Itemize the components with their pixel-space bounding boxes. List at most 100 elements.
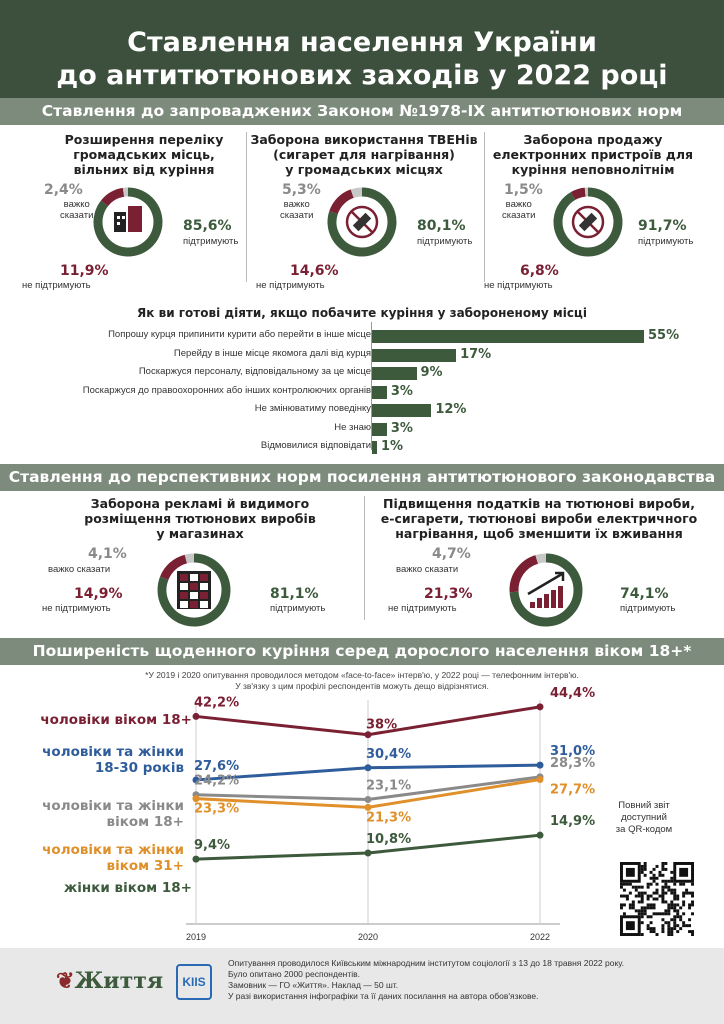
footer-note: Опитування проводилося Київським міжнаро… [228, 958, 698, 1002]
series-point [536, 703, 544, 711]
footer-line1: Опитування проводилося Київським міжнаро… [228, 958, 625, 968]
point-label: 23,1% [366, 779, 411, 794]
series-point [364, 849, 372, 857]
donut-top-2-unsure-slice [350, 187, 363, 198]
series-label-men: чоловіки віком 18+ [40, 712, 192, 728]
bar-value-label: 3% [390, 383, 413, 399]
series-point [364, 731, 372, 739]
bar-label: Поскаржуся персоналу, відповідальному за… [138, 366, 371, 377]
bar-chart-title: Як ви готові діяти, якщо побачите курінн… [137, 306, 587, 320]
bar-value-label: 55% [648, 328, 680, 343]
section1-title: Ставлення до запроваджених Законом №1978… [0, 98, 724, 125]
point-label: 14,9% [550, 814, 595, 829]
series-all-l2: віком 18+ [106, 814, 184, 830]
donut4-oppose-value: 14,9% [74, 586, 123, 602]
donut4-support-label: підтримують [270, 603, 326, 614]
bar-value-label: 12% [435, 402, 467, 417]
title-line1: Ставлення населення України [127, 27, 597, 58]
donut2-unsure-l1: важко [283, 199, 310, 210]
section2-title: Ставлення до перспективних норм посиленн… [0, 464, 724, 491]
bar-label: Поскаржуся до правоохоронних або інших к… [82, 384, 371, 396]
donut2-unsure-l2: сказати [280, 210, 314, 221]
donut2-support-value: 80,1% [417, 218, 466, 234]
donut-top-1-oppose-slice [100, 187, 125, 207]
donut2-title-l2: (сигарет для нагрівання) [273, 147, 455, 162]
donut-mid-2-oppose-slice [509, 555, 539, 593]
point-label: 28,3% [550, 756, 595, 771]
point-label: 10,8% [366, 832, 411, 847]
donut-mid-2-support-slice [509, 553, 583, 627]
point-label: 38% [366, 718, 397, 733]
zhyttia-logo: ❦Життя [56, 968, 164, 994]
donut-mid-1 [157, 553, 231, 627]
growth-chart-icon [527, 571, 565, 608]
donut5-unsure-value: 4,7% [432, 546, 471, 562]
series-point [536, 831, 544, 839]
donut-mid-1-unsure-slice [184, 553, 195, 564]
donut3-unsure-value: 1,5% [504, 182, 543, 198]
donut3-oppose-value: 6,8% [520, 263, 559, 279]
bar [372, 330, 644, 343]
bar-label: Не знаю [334, 421, 371, 433]
bar [372, 404, 432, 417]
donut1-unsure-l1: важко [63, 199, 90, 210]
donut3-title-l3: куріння неповнолітнім [511, 162, 675, 177]
donut-top-2 [327, 187, 397, 257]
series-all-l1: чоловіки та жінки [42, 798, 184, 814]
donut-top-3 [553, 187, 623, 257]
donut1-title-l2: громадських місць, [73, 147, 215, 162]
page-title: Ставлення населення України до антитютюн… [0, 0, 724, 98]
donut3-title-l2: електронних пристроїв для [492, 147, 694, 162]
bar-value-label: 3% [390, 420, 413, 436]
x-tick-label: 2020 [358, 932, 378, 942]
kiis-logo: KIIS [176, 964, 212, 1000]
series-point [192, 795, 200, 803]
bar [372, 422, 387, 436]
no-heated-tobacco-icon [345, 205, 379, 239]
donut-mid-2 [509, 553, 583, 627]
donut5-oppose-label: не підтримують [388, 603, 457, 614]
donut3-title-l1: Заборона продажу [523, 132, 663, 147]
donut4-oppose-label: не підтримують [42, 603, 111, 614]
point-label: 30,4% [366, 747, 411, 762]
bar-value-label: 9% [420, 365, 443, 380]
series-31-l2: віком 31+ [106, 858, 184, 874]
footer-line2: Було опитано 2000 респондентів. [228, 969, 361, 979]
donut1-unsure-value: 2,4% [44, 182, 83, 198]
series-label-women: жінки віком 18+ [63, 880, 192, 896]
point-label: 21,3% [366, 810, 411, 825]
donut-mid-1-support-slice [157, 553, 231, 627]
donut2-support-label: підтримують [417, 236, 473, 247]
point-label: 27,6% [194, 759, 239, 774]
donut1-support-label: підтримують [183, 236, 239, 247]
donut3-support-value: 91,7% [638, 218, 687, 234]
qr-caption: Повний звіт доступний за QR-кодом [612, 800, 676, 836]
method-note: *У 2019 і 2020 опитування проводилося ме… [120, 670, 604, 692]
series-point [192, 776, 200, 784]
donut1-title-l3: вільних від куріння [73, 162, 215, 177]
section3-title: Поширеність щоденного куріння серед доро… [0, 638, 724, 665]
donut-top-3-oppose-slice [570, 187, 586, 200]
donut1-oppose-value: 11,9% [60, 263, 109, 279]
note-line2: У зв'язку з цим профілі респондентів мож… [235, 681, 489, 691]
point-label: 27,7% [550, 783, 595, 798]
note-line1: *У 2019 і 2020 опитування проводилося ме… [145, 670, 579, 680]
donut2-title-l3: у громадських місцях [285, 162, 443, 177]
series-label-31: чоловіки та жінки віком 31+ [20, 842, 184, 874]
donut-top-1 [93, 187, 163, 257]
footer-line4: У разі використання інфографіки та її да… [228, 991, 539, 1001]
series-point [192, 712, 200, 720]
no-vape-icon [571, 205, 605, 239]
point-label: 31,0% [550, 744, 595, 759]
point-label: 44,4% [550, 686, 595, 701]
donut-top-3-support-slice [553, 187, 623, 257]
point-label: 42,2% [194, 695, 239, 710]
x-tick-label: 2019 [186, 932, 206, 942]
donut5-support-label: підтримують [620, 603, 676, 614]
series-point [192, 855, 200, 863]
donut4-title: Заборона рекламі й видимого розміщення тю… [70, 496, 330, 541]
bar [372, 441, 377, 454]
bar [372, 348, 457, 362]
qr-code-icon[interactable] [620, 862, 694, 936]
donut-top-2-support-slice [327, 187, 397, 257]
